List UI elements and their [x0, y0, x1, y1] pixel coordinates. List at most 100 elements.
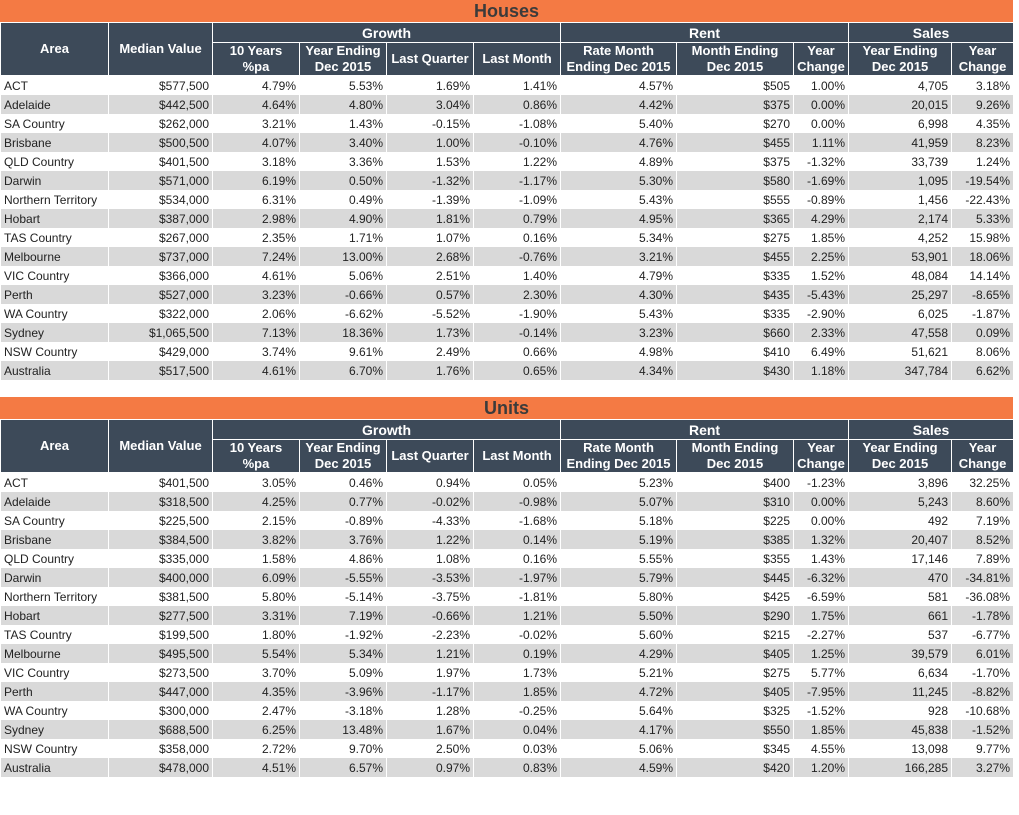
cell-growth-last-quarter: 1.08%: [386, 549, 474, 568]
cell-growth-year-ending: 9.61%: [299, 342, 387, 361]
cell-rent-year-change: -5.43%: [792, 285, 850, 304]
cell-growth-last-quarter: -1.32%: [386, 171, 474, 190]
cell-median-value: $527,000: [108, 285, 213, 304]
cell-growth-last-month: -0.10%: [473, 133, 561, 152]
cell-rent-rate: 4.95%: [560, 209, 677, 228]
cell-rent-month-ending: $270: [676, 114, 794, 133]
cell-growth-10y: 6.09%: [212, 568, 300, 587]
cell-sales-year-change: 1.24%: [951, 152, 1015, 171]
table-row: SA Country $262,000 3.21% 1.43% -0.15% -1.08%…: [0, 114, 1015, 133]
cell-rent-rate: 4.17%: [560, 720, 677, 739]
cell-sales-year-ending: 41,959: [848, 133, 953, 152]
cell-area: Melbourne: [0, 644, 109, 663]
col-header-growth-last-month: Last Month: [473, 42, 561, 76]
cell-growth-last-quarter: 1.53%: [386, 152, 474, 171]
cell-growth-last-quarter: -0.66%: [386, 606, 474, 625]
cell-rent-rate: 4.98%: [560, 342, 677, 361]
cell-sales-year-change: 8.60%: [951, 492, 1015, 511]
cell-rent-month-ending: $385: [676, 530, 794, 549]
cell-growth-last-quarter: -1.39%: [386, 190, 474, 209]
cell-growth-last-quarter: 1.22%: [386, 530, 474, 549]
cell-sales-year-ending: 1,095: [848, 171, 953, 190]
cell-growth-last-month: 1.85%: [473, 682, 561, 701]
cell-rent-rate: 5.06%: [560, 739, 677, 758]
cell-sales-year-ending: 17,146: [848, 549, 953, 568]
cell-rent-rate: 4.29%: [560, 644, 677, 663]
cell-area: Sydney: [0, 720, 109, 739]
table-row: NSW Country $429,000 3.74% 9.61% 2.49% 0.66% 4…: [0, 342, 1015, 361]
cell-sales-year-ending: 6,025: [848, 304, 953, 323]
cell-rent-rate: 4.42%: [560, 95, 677, 114]
cell-rent-rate: 5.55%: [560, 549, 677, 568]
cell-growth-last-month: -1.81%: [473, 587, 561, 606]
cell-rent-year-change: 1.52%: [792, 266, 850, 285]
cell-area: TAS Country: [0, 228, 109, 247]
cell-rent-year-change: 1.85%: [792, 720, 850, 739]
cell-median-value: $495,500: [108, 644, 213, 663]
cell-growth-10y: 4.51%: [212, 758, 300, 777]
cell-growth-last-month: 0.65%: [473, 361, 561, 380]
cell-growth-last-quarter: -2.23%: [386, 625, 474, 644]
cell-growth-year-ending: 6.70%: [299, 361, 387, 380]
cell-growth-last-quarter: 1.28%: [386, 701, 474, 720]
cell-rent-year-change: -1.52%: [792, 701, 850, 720]
cell-area: Hobart: [0, 209, 109, 228]
cell-growth-last-month: 1.22%: [473, 152, 561, 171]
cell-median-value: $318,500: [108, 492, 213, 511]
cell-sales-year-change: 3.27%: [951, 758, 1015, 777]
cell-growth-year-ending: 5.09%: [299, 663, 387, 682]
table-row: Darwin $400,000 6.09% -5.55% -3.53% -1.97% 5.7…: [0, 568, 1015, 587]
cell-rent-year-change: 1.75%: [792, 606, 850, 625]
cell-growth-10y: 2.06%: [212, 304, 300, 323]
units-section: Units Area Median Value Growth Rent Sale…: [0, 397, 1015, 777]
cell-median-value: $571,000: [108, 171, 213, 190]
cell-rent-year-change: -1.23%: [792, 472, 850, 492]
cell-growth-last-month: -0.02%: [473, 625, 561, 644]
cell-rent-year-change: 2.33%: [792, 323, 850, 342]
cell-growth-year-ending: 4.86%: [299, 549, 387, 568]
cell-sales-year-change: -8.65%: [951, 285, 1015, 304]
cell-growth-10y: 4.35%: [212, 682, 300, 701]
cell-area: Australia: [0, 758, 109, 777]
col-header-median: Median Value: [108, 22, 213, 76]
cell-sales-year-ending: 6,634: [848, 663, 953, 682]
cell-growth-year-ending: 0.49%: [299, 190, 387, 209]
cell-area: Australia: [0, 361, 109, 380]
cell-rent-month-ending: $215: [676, 625, 794, 644]
cell-rent-rate: 5.34%: [560, 228, 677, 247]
table-row: Brisbane $500,500 4.07% 3.40% 1.00% -0.10% 4.7…: [0, 133, 1015, 152]
table-row: Adelaide $442,500 4.64% 4.80% 3.04% 0.86% 4.42…: [0, 95, 1015, 114]
cell-growth-last-quarter: -4.33%: [386, 511, 474, 530]
cell-rent-rate: 4.72%: [560, 682, 677, 701]
cell-growth-10y: 4.61%: [212, 361, 300, 380]
cell-growth-10y: 2.15%: [212, 511, 300, 530]
cell-median-value: $737,000: [108, 247, 213, 266]
cell-sales-year-change: -19.54%: [951, 171, 1015, 190]
cell-median-value: $429,000: [108, 342, 213, 361]
cell-sales-year-change: 15.98%: [951, 228, 1015, 247]
cell-median-value: $1,065,500: [108, 323, 213, 342]
cell-rent-rate: 5.23%: [560, 472, 677, 492]
table-row: Sydney $688,500 6.25% 13.48% 1.67% 0.04% 4.17%…: [0, 720, 1015, 739]
cell-median-value: $358,000: [108, 739, 213, 758]
cell-rent-rate: 5.07%: [560, 492, 677, 511]
cell-growth-year-ending: 0.50%: [299, 171, 387, 190]
cell-sales-year-ending: 13,098: [848, 739, 953, 758]
col-header-rent-month-ending: Month Ending Dec 2015: [676, 42, 794, 76]
cell-sales-year-ending: 581: [848, 587, 953, 606]
cell-median-value: $517,500: [108, 361, 213, 380]
table-row: Darwin $571,000 6.19% 0.50% -1.32% -1.17% 5.30…: [0, 171, 1015, 190]
cell-growth-last-quarter: 0.97%: [386, 758, 474, 777]
cell-sales-year-change: 32.25%: [951, 472, 1015, 492]
cell-growth-10y: 7.13%: [212, 323, 300, 342]
table-row: Perth $447,000 4.35% -3.96% -1.17% 1.85% 4.72%…: [0, 682, 1015, 701]
cell-median-value: $500,500: [108, 133, 213, 152]
cell-area: Brisbane: [0, 530, 109, 549]
cell-sales-year-change: 8.52%: [951, 530, 1015, 549]
cell-growth-last-month: -1.09%: [473, 190, 561, 209]
cell-rent-year-change: 1.18%: [792, 361, 850, 380]
table-row: Melbourne $737,000 7.24% 13.00% 2.68% -0.76% 3…: [0, 247, 1015, 266]
cell-sales-year-change: -1.78%: [951, 606, 1015, 625]
cell-sales-year-change: 5.33%: [951, 209, 1015, 228]
table-row: QLD Country $335,000 1.58% 4.86% 1.08% 0.16% 5…: [0, 549, 1015, 568]
